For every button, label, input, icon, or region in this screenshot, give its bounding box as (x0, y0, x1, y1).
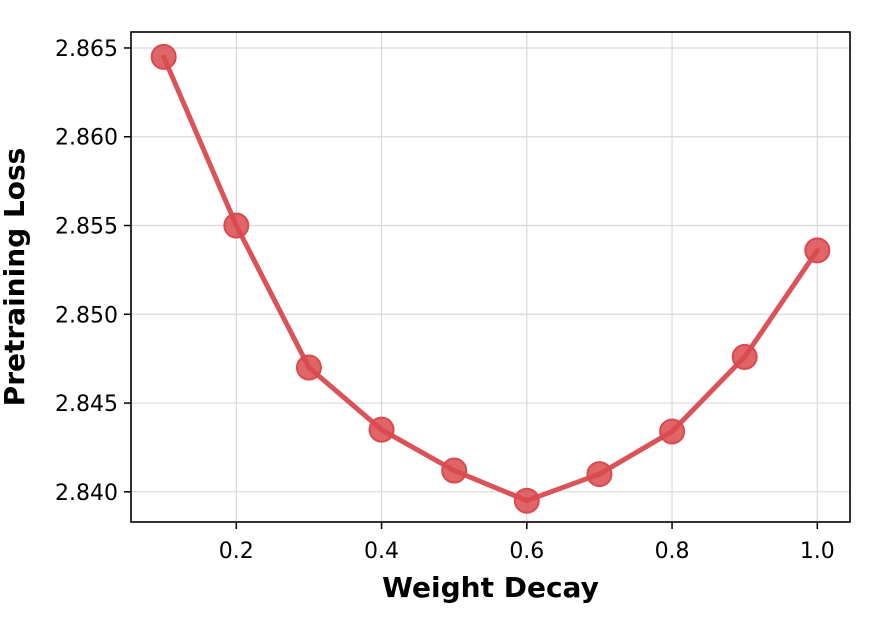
data-point (586, 461, 613, 488)
data-point (513, 487, 540, 514)
x-tick-label: 0.2 (219, 539, 254, 564)
grid (131, 32, 850, 522)
y-tick-label: 2.840 (55, 481, 118, 506)
y-tick-label: 2.845 (55, 392, 118, 417)
data-point (223, 212, 250, 239)
x-tick-label: 0.8 (655, 539, 690, 564)
data-point (368, 416, 395, 443)
x-axis-title: Weight Decay (382, 571, 599, 604)
data-point (150, 43, 177, 70)
y-tick-label: 2.865 (55, 37, 118, 62)
series-layer (150, 43, 831, 514)
data-point (295, 354, 322, 381)
x-tick-label: 0.4 (364, 539, 399, 564)
series-line (161, 54, 820, 504)
y-tick-label: 2.855 (55, 215, 118, 240)
data-point (441, 457, 468, 484)
y-tick-label: 2.860 (55, 126, 118, 151)
data-point (659, 418, 686, 445)
y-tick-label: 2.850 (55, 303, 118, 328)
x-tick-label: 0.6 (509, 539, 544, 564)
data-point (731, 343, 758, 370)
x-tick-label: 1.0 (800, 539, 835, 564)
plot-frame (130, 31, 851, 523)
y-axis-title: Pretraining Loss (0, 148, 31, 407)
axis-ticks: 0.2 0.4 0.6 0.8 1.0 2.840 2.845 2.850 2.855 2.860… (55, 37, 835, 564)
data-point (804, 237, 831, 264)
